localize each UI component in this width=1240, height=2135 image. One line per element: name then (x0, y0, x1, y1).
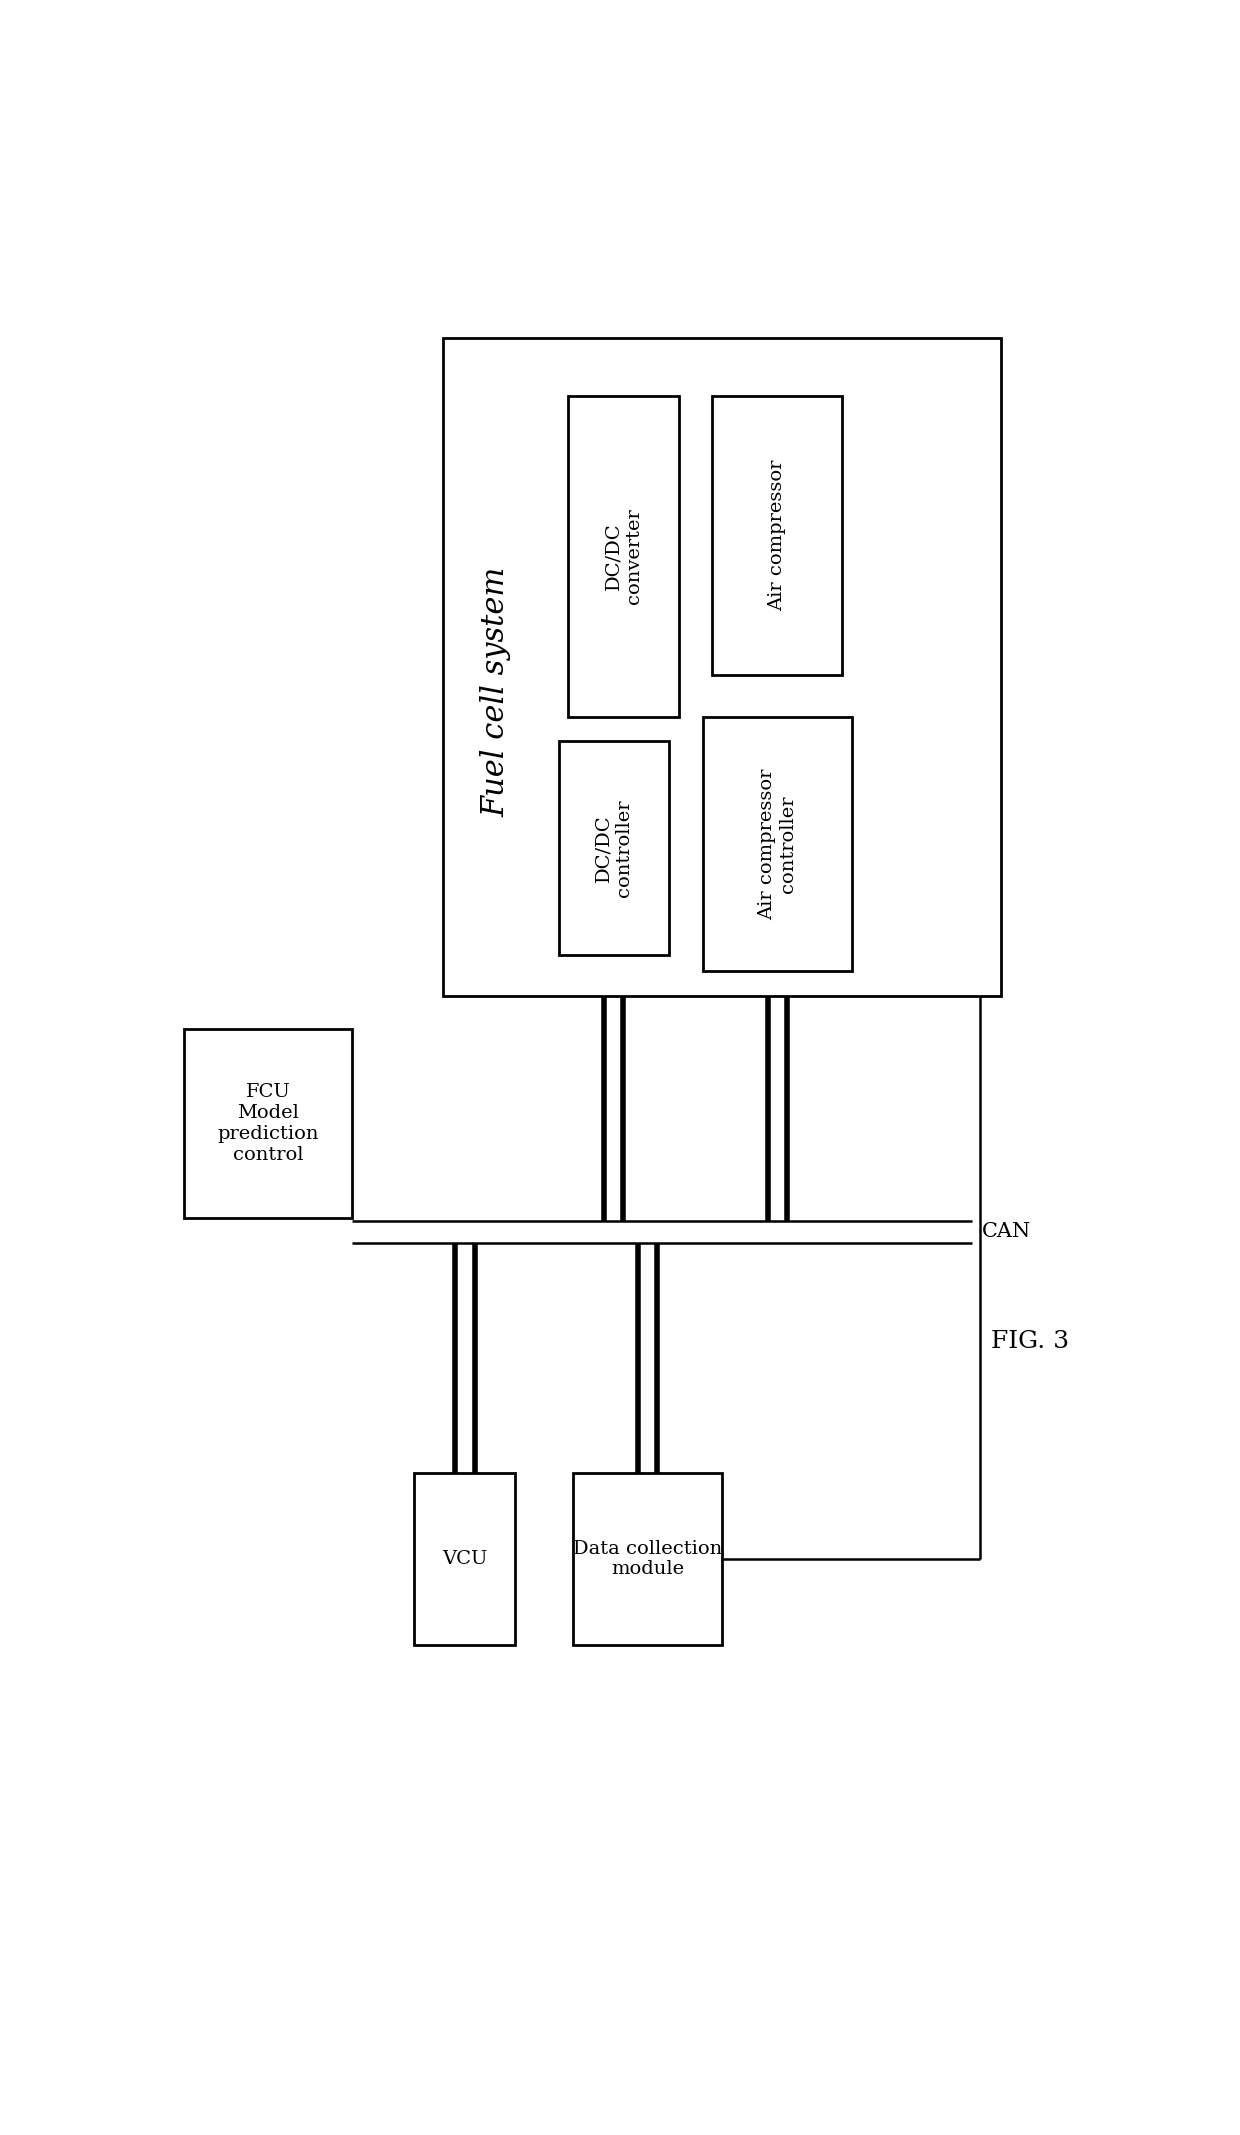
Bar (568, 395, 678, 717)
Text: VCU: VCU (443, 1550, 487, 1567)
Text: DC/DC
controller: DC/DC controller (594, 798, 634, 897)
Bar (558, 741, 670, 954)
Text: Fuel cell system: Fuel cell system (481, 566, 512, 818)
Text: FIG. 3: FIG. 3 (991, 1330, 1069, 1354)
Bar (712, 395, 842, 675)
Text: FCU
Model
prediction
control: FCU Model prediction control (217, 1082, 319, 1164)
Text: CAN: CAN (982, 1223, 1030, 1240)
Bar (184, 1029, 352, 1217)
Bar (703, 717, 852, 971)
Bar (414, 1473, 516, 1646)
Bar (444, 337, 1001, 995)
Text: Air compressor
controller: Air compressor controller (758, 769, 796, 920)
Text: Data collection
module: Data collection module (573, 1539, 722, 1578)
Text: DC/DC
converter: DC/DC converter (604, 508, 642, 604)
Bar (573, 1473, 722, 1646)
Text: Air compressor: Air compressor (769, 459, 786, 611)
